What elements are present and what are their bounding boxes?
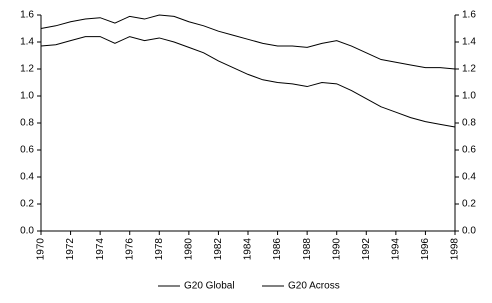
y2-tick-label: 0.0 — [462, 226, 476, 237]
y2-tick-label: 0.4 — [462, 172, 476, 183]
x-tick-label: 1990 — [331, 238, 342, 261]
x-tick-label: 1984 — [243, 238, 254, 261]
y-tick-label: 0.6 — [20, 145, 34, 156]
y2-tick-label: 0.2 — [462, 199, 476, 210]
x-tick-label: 1986 — [272, 238, 283, 261]
x-tick-label: 1998 — [450, 238, 461, 261]
y-tick-label: 0.0 — [20, 226, 34, 237]
x-tick-label: 1976 — [124, 238, 135, 261]
y-tick-label: 1.4 — [20, 37, 34, 48]
x-tick-label: 1972 — [65, 238, 76, 261]
y-tick-label: 1.6 — [20, 10, 34, 21]
y2-tick-label: 1.6 — [462, 10, 476, 21]
y2-tick-label: 0.6 — [462, 145, 476, 156]
x-tick-label: 1970 — [36, 238, 47, 261]
y-tick-label: 1.2 — [20, 64, 34, 75]
y-tick-label: 1.0 — [20, 91, 34, 102]
y2-tick-label: 1.4 — [462, 37, 476, 48]
x-tick-label: 1980 — [183, 238, 194, 261]
x-tick-label: 1982 — [213, 238, 224, 261]
series-line — [40, 36, 456, 128]
legend-label: G20 Across — [288, 281, 340, 292]
x-tick-label: 1992 — [361, 238, 372, 261]
y-tick-label: 0.4 — [20, 172, 34, 183]
x-tick-label: 1996 — [420, 238, 431, 261]
y-tick-label: 0.2 — [20, 199, 34, 210]
series-line — [40, 14, 456, 70]
y2-tick-label: 1.2 — [462, 64, 476, 75]
y2-tick-label: 0.8 — [462, 118, 476, 129]
y-tick-label: 0.8 — [20, 118, 34, 129]
y2-tick-label: 1.0 — [462, 91, 476, 102]
x-tick-label: 1978 — [154, 238, 165, 261]
x-tick-label: 1988 — [302, 238, 313, 261]
x-tick-label: 1994 — [390, 238, 401, 261]
x-tick-label: 1974 — [95, 238, 106, 261]
legend-label: G20 Global — [184, 281, 235, 292]
